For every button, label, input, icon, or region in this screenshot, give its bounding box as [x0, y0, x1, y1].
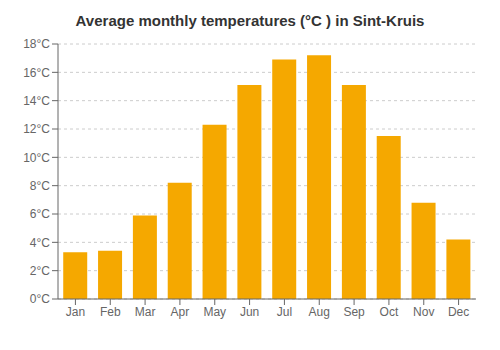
svg-text:Oct: Oct: [380, 305, 399, 319]
svg-text:6°C: 6°C: [30, 207, 50, 221]
svg-text:Jan: Jan: [66, 305, 85, 319]
svg-text:0°C: 0°C: [30, 292, 50, 306]
svg-text:Dec: Dec: [448, 305, 469, 319]
svg-text:12°C: 12°C: [23, 122, 50, 136]
svg-text:10°C: 10°C: [23, 151, 50, 165]
svg-text:Jul: Jul: [277, 305, 292, 319]
svg-text:Feb: Feb: [100, 305, 121, 319]
html-text:Average monthly temperatures (: Average monthly temperatures (°C ) in Si…: [75, 12, 425, 29]
svg-text:Aug: Aug: [309, 305, 330, 319]
svg-text:4°C: 4°C: [30, 236, 50, 250]
svg-text:2°C: 2°C: [30, 264, 50, 278]
svg-text:Mar: Mar: [135, 305, 156, 319]
svg-text:14°C: 14°C: [23, 94, 50, 108]
svg-text:Sep: Sep: [343, 305, 365, 319]
svg-text:Apr: Apr: [171, 305, 190, 319]
svg-text:Jun: Jun: [240, 305, 259, 319]
svg-text:18°C: 18°C: [23, 37, 50, 51]
svg-text:May: May: [203, 305, 226, 319]
svg-text:8°C: 8°C: [30, 179, 50, 193]
svg-text:Nov: Nov: [413, 305, 434, 319]
svg-text:16°C: 16°C: [23, 66, 50, 80]
